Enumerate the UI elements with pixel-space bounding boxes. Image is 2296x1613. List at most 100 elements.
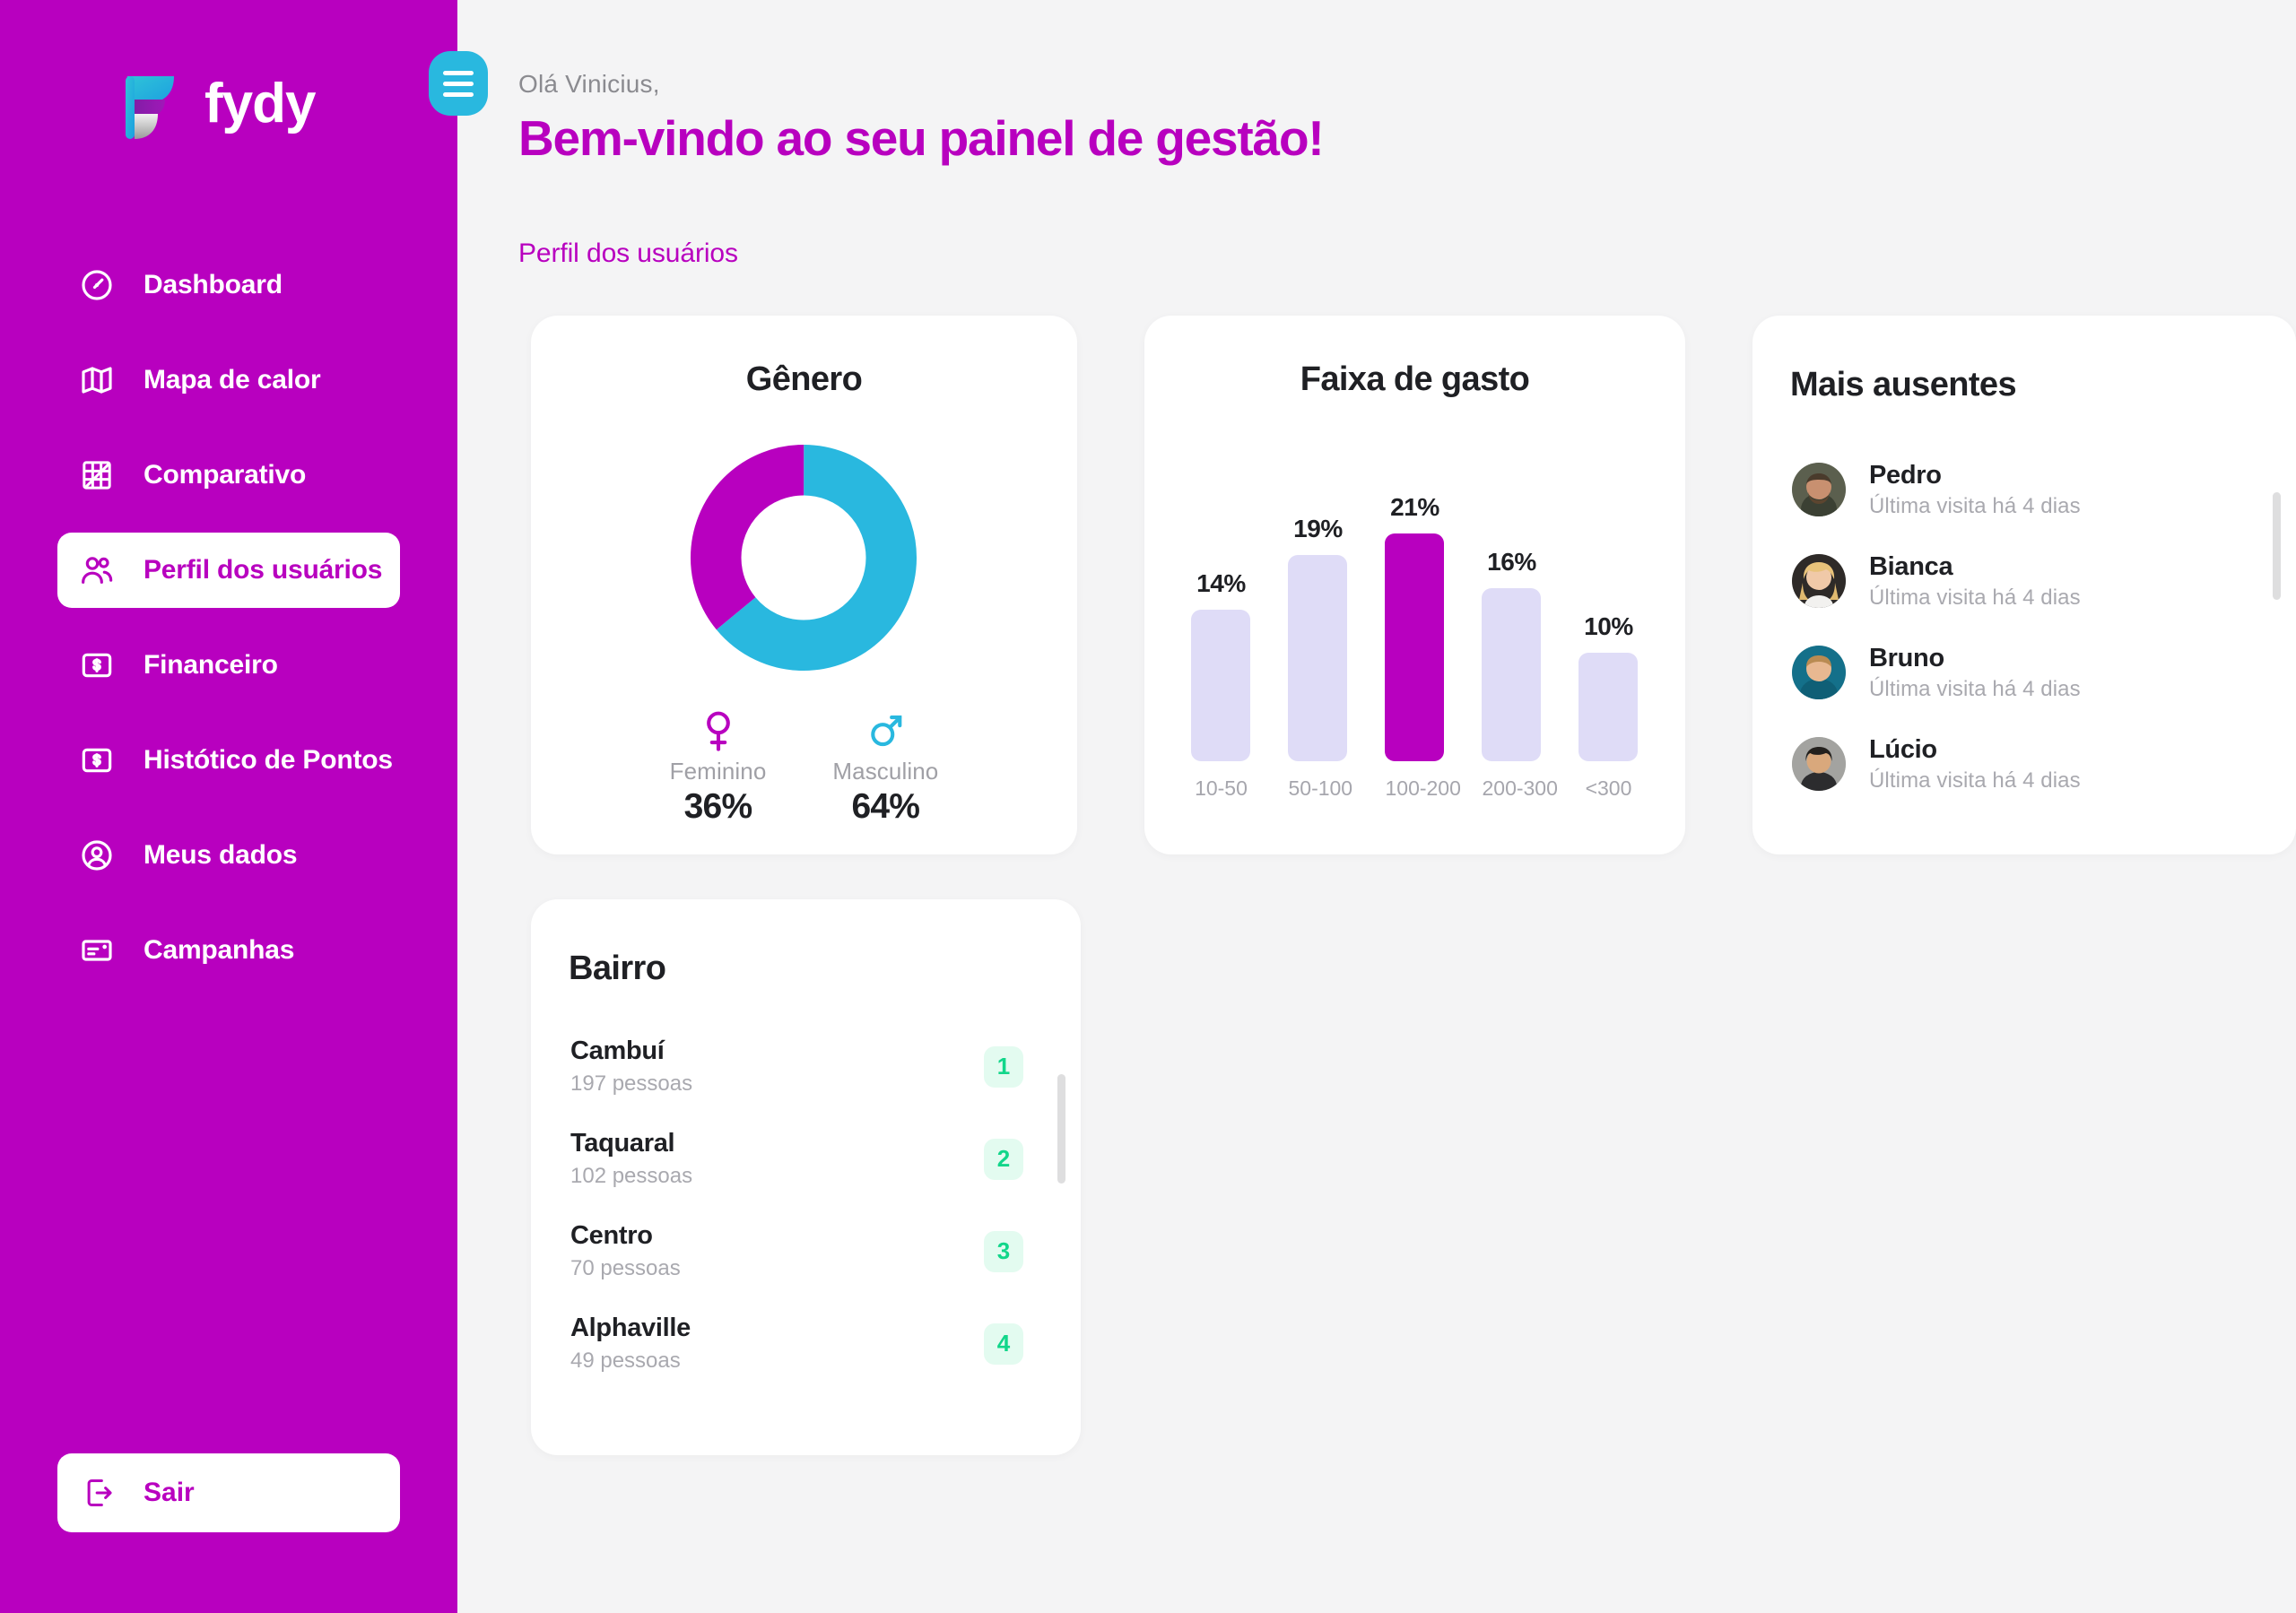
list-item[interactable]: Taquaral 102 pessoas 2	[570, 1113, 1047, 1205]
sidebar-nav: Dashboard Mapa de calor Comparativo Perf…	[0, 247, 457, 1008]
list-item[interactable]: Centro 70 pessoas 3	[570, 1205, 1047, 1297]
logout-label: Sair	[144, 1478, 195, 1507]
person-text: Bruno Última visita há 4 dias	[1869, 644, 2081, 702]
bar-column[interactable]: 21%	[1385, 493, 1445, 761]
rank-badge: 1	[984, 1045, 1023, 1088]
rank-badge: 3	[984, 1230, 1023, 1272]
bairro-count: 70 pessoas	[570, 1256, 681, 1280]
bar-column[interactable]: 19%	[1288, 515, 1348, 761]
chart-grid-icon	[79, 457, 115, 493]
section-title: Perfil dos usuários	[518, 238, 738, 268]
person-subtitle: Última visita há 4 dias	[1869, 493, 2081, 518]
legend-item-feminino: Feminino 36%	[670, 709, 767, 827]
card-title: Faixa de gasto	[1300, 360, 1530, 398]
bairro-count: 102 pessoas	[570, 1164, 693, 1188]
donut-slice-feminino	[691, 444, 918, 672]
sidebar-item-historico-de-pontos[interactable]: Histótico de Pontos	[57, 723, 400, 798]
person-name: Bruno	[1869, 643, 1944, 672]
bar[interactable]	[1578, 653, 1639, 761]
person-text: Lúcio Última visita há 4 dias	[1869, 735, 2081, 793]
page-title: Bem-vindo ao seu painel de gestão!	[518, 110, 1325, 166]
bar-category-label: 50-100	[1288, 776, 1353, 800]
donut-slice-masculino	[691, 444, 918, 672]
person-name: Bianca	[1869, 551, 1953, 581]
legend-item-masculino: Masculino 64%	[832, 709, 938, 827]
bairro-count: 49 pessoas	[570, 1349, 681, 1373]
absent-people-list: Pedro Última visita há 4 dias Bianca Últ…	[1752, 444, 2296, 810]
legend-label: Feminino	[669, 758, 767, 785]
list-item[interactable]: Cambuí 197 pessoas 1	[570, 1020, 1047, 1113]
legend-label: Masculino	[832, 758, 939, 785]
list-item[interactable]: Bianca Última visita há 4 dias	[1792, 535, 2257, 627]
user-circle-icon	[79, 837, 115, 873]
list-item[interactable]: Pedro Última visita há 4 dias	[1792, 444, 2257, 535]
card-title: Bairro	[569, 950, 666, 987]
map-icon	[79, 362, 115, 398]
rank-badge: 4	[984, 1322, 1023, 1365]
cards-row: Gênero Feminino 36%	[457, 269, 2296, 854]
bar-value-label: 19%	[1293, 515, 1343, 542]
sidebar-item-label: Perfil dos usuários	[144, 555, 383, 585]
hamburger-bar	[443, 81, 474, 86]
bar-chart-axis: 10-50 50-100 100-200 200-300 <300	[1144, 776, 1685, 801]
logout-container: Sair	[0, 1453, 457, 1613]
bar-chart: 14% 19% 21% 16% 10%	[1144, 465, 1685, 761]
sidebar-item-financeiro[interactable]: Financeiro	[57, 628, 400, 703]
list-item[interactable]: Lúcio Última visita há 4 dias	[1792, 718, 2257, 810]
sidebar: fydy Dashboard Mapa de calor Comparativo	[0, 0, 457, 1613]
person-text: Bianca Última visita há 4 dias	[1869, 552, 2081, 611]
list-item[interactable]: Bruno Última visita há 4 dias	[1792, 627, 2257, 718]
bar-column[interactable]: 10%	[1578, 612, 1639, 761]
money-icon	[79, 647, 115, 683]
bar[interactable]	[1288, 555, 1348, 761]
donut-svg	[691, 444, 918, 672]
bairro-text: Cambuí 197 pessoas	[570, 1036, 692, 1097]
person-name: Lúcio	[1869, 734, 1937, 764]
person-subtitle: Última visita há 4 dias	[1869, 676, 2081, 701]
sidebar-item-comparativo[interactable]: Comparativo	[57, 438, 400, 513]
card-title: Mais ausentes	[1790, 366, 2017, 403]
campaign-icon	[79, 932, 115, 968]
card-mais-ausentes: Mais ausentes Pedro Última visita há 4 d…	[1752, 316, 2296, 854]
bar-column[interactable]: 14%	[1191, 569, 1251, 761]
rank-badge: 2	[984, 1138, 1023, 1180]
bairro-name: Centro	[570, 1221, 653, 1250]
male-icon	[832, 709, 938, 752]
bar-value-label: 10%	[1584, 612, 1633, 640]
bairro-name: Taquaral	[570, 1129, 675, 1158]
bairro-count: 197 pessoas	[570, 1071, 693, 1096]
sidebar-item-mapa-de-calor[interactable]: Mapa de calor	[57, 343, 400, 418]
bar[interactable]	[1482, 588, 1542, 761]
users-icon	[79, 552, 115, 588]
sidebar-item-meus-dados[interactable]: Meus dados	[57, 818, 400, 893]
person-text: Pedro Última visita há 4 dias	[1869, 461, 2081, 519]
bairro-name: Cambuí	[570, 1036, 665, 1065]
bar-value-label: 16%	[1487, 548, 1536, 576]
brand: fydy	[0, 0, 457, 161]
bar[interactable]	[1385, 533, 1445, 761]
scrollbar-thumb-bairro[interactable]	[1057, 1074, 1065, 1184]
sidebar-item-label: Histótico de Pontos	[144, 745, 393, 775]
hamburger-menu-icon[interactable]	[429, 51, 488, 116]
bairro-text: Taquaral 102 pessoas	[570, 1129, 692, 1189]
sidebar-item-label: Campanhas	[144, 935, 295, 965]
brand-name: fydy	[204, 73, 316, 134]
card-title: Gênero	[745, 360, 863, 398]
sidebar-item-campanhas[interactable]: Campanhas	[57, 913, 400, 988]
logout-button[interactable]: Sair	[57, 1453, 400, 1532]
bar-category-label: 100-200	[1385, 776, 1461, 800]
sidebar-item-label: Mapa de calor	[144, 365, 321, 395]
sidebar-item-perfil-dos-usuarios[interactable]: Perfil dos usuários	[57, 533, 400, 608]
bar[interactable]	[1191, 610, 1251, 761]
person-subtitle: Última visita há 4 dias	[1869, 767, 2081, 793]
scrollbar-thumb-mais-ausentes[interactable]	[2273, 492, 2281, 600]
bar-column[interactable]: 16%	[1482, 548, 1542, 761]
sidebar-item-dashboard[interactable]: Dashboard	[57, 247, 400, 323]
avatar	[1792, 737, 1846, 791]
sidebar-item-label: Comparativo	[144, 460, 307, 490]
bar-value-label: 14%	[1196, 569, 1246, 597]
hamburger-bar	[443, 91, 474, 97]
list-item[interactable]: Alphaville 49 pessoas 4	[570, 1297, 1047, 1390]
fydy-logo-icon	[115, 67, 185, 141]
